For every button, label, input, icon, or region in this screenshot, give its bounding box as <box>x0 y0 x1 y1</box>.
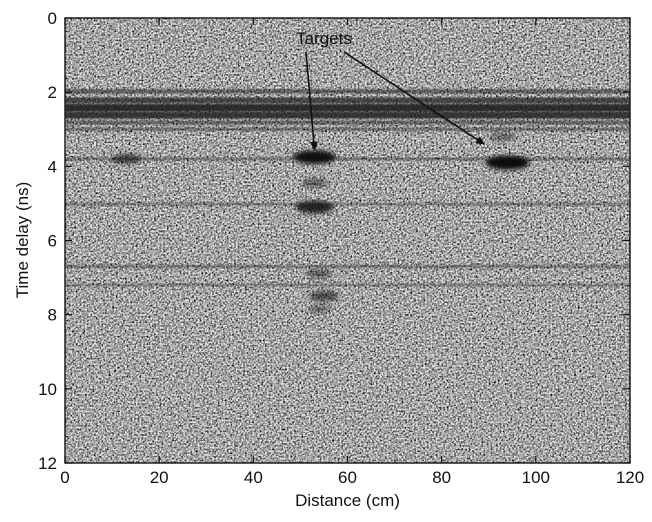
reflections <box>111 132 530 314</box>
x-tick-label: 100 <box>522 468 550 487</box>
plot-area <box>65 18 630 463</box>
reflection-blob <box>295 200 334 214</box>
annotation: Targets <box>296 29 485 151</box>
horizontal-band <box>65 264 630 268</box>
horizontal-band <box>65 89 630 94</box>
horizontal-band <box>65 127 630 131</box>
y-tick-label: 10 <box>38 380 57 399</box>
reflection-blob <box>485 155 530 170</box>
horizontal-band <box>65 97 630 104</box>
x-tick-label: 80 <box>432 468 451 487</box>
horizontal-band <box>65 120 630 125</box>
x-axis-label: Distance (cm) <box>295 491 400 510</box>
target-arrow <box>305 51 318 151</box>
targets-annotation-label: Targets <box>296 29 352 48</box>
reflection-blob <box>111 153 142 164</box>
x-tick-label: 20 <box>150 468 169 487</box>
horizontal-band <box>65 104 630 112</box>
y-tick-label: 6 <box>48 232 57 251</box>
y-tick-label: 2 <box>48 83 57 102</box>
x-tick-label: 0 <box>60 468 69 487</box>
reflection-blob <box>301 178 328 188</box>
y-tick-label: 12 <box>38 454 57 473</box>
x-axis: 0 20 40 60 80 100 120 <box>60 18 644 487</box>
y-axis-label: Time delay (ns) <box>13 182 32 299</box>
x-tick-label: 120 <box>616 468 644 487</box>
reflection-blob <box>306 269 333 279</box>
target-arrow <box>343 51 485 145</box>
reflection-blob <box>293 150 336 164</box>
y-axis: 0 2 4 6 8 10 12 <box>38 9 630 473</box>
x-tick-label: 40 <box>244 468 263 487</box>
y-tick-label: 8 <box>48 306 57 325</box>
horizontal-band <box>65 157 630 161</box>
noise-texture <box>65 18 630 463</box>
y-tick-label: 0 <box>48 9 57 28</box>
y-tick-label: 4 <box>48 157 57 176</box>
horizontal-bands <box>65 89 630 287</box>
horizontal-band <box>65 283 630 287</box>
reflection-blob <box>490 132 516 141</box>
reflection-blob <box>308 291 339 302</box>
x-tick-label: 60 <box>338 468 357 487</box>
reflection-blob <box>307 305 331 314</box>
horizontal-band <box>65 111 630 119</box>
horizontal-band <box>65 202 630 206</box>
